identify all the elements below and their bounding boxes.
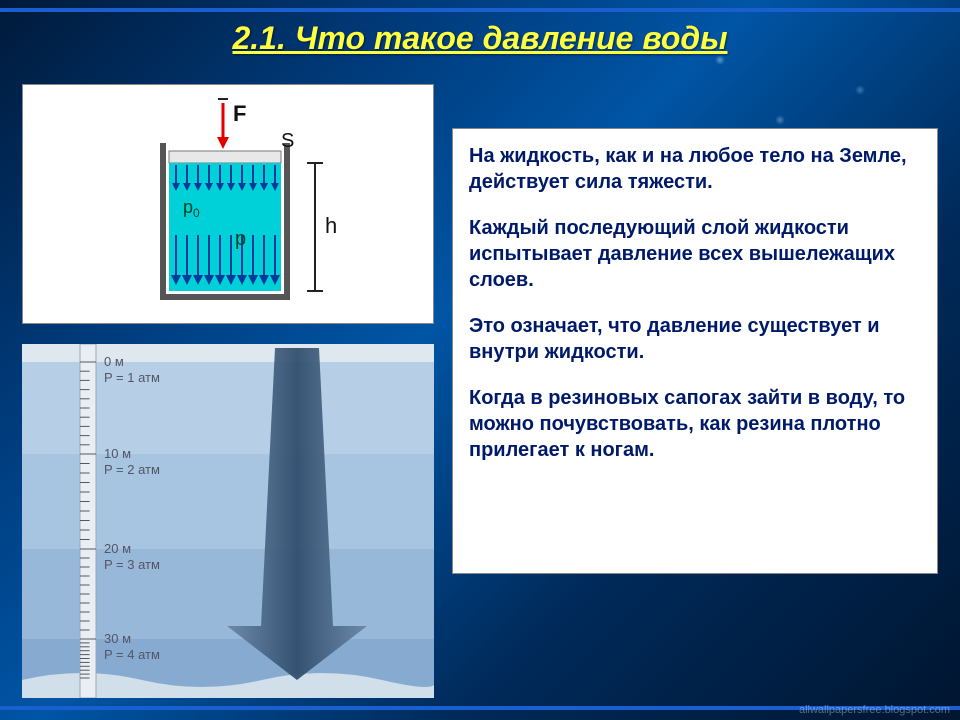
depth-chart-panel: 0 мP = 1 атм 10 мP = 2 атм 20 мP = 3 атм 30… (22, 344, 434, 698)
p-label: p (235, 228, 246, 250)
svg-text:P = 2 атм: P = 2 атм (104, 462, 160, 477)
force-label: F (233, 101, 246, 126)
top-bar (0, 8, 960, 12)
paragraph-1: На жидкость, как и на любое тело на Земл… (469, 143, 921, 195)
svg-text:0 м: 0 м (104, 354, 124, 369)
paragraph-4: Когда в резиновых сапогах зайти в воду, … (469, 385, 921, 463)
svg-text:10 м: 10 м (104, 446, 131, 461)
watermark: allwallpapersfree.blogspot.com (799, 704, 950, 716)
height-label: h (325, 213, 337, 238)
svg-text:20 м: 20 м (104, 541, 131, 556)
svg-text:30 м: 30 м (104, 631, 131, 646)
piston-diagram: F S p0 (23, 85, 435, 325)
svg-text:P = 1 атм: P = 1 атм (104, 370, 160, 385)
text-panel: На жидкость, как и на любое тело на Земл… (452, 128, 938, 574)
depth-chart: 0 мP = 1 атм 10 мP = 2 атм 20 мP = 3 атм 30… (22, 344, 434, 698)
svg-text:P = 4 атм: P = 4 атм (104, 647, 160, 662)
paragraph-2: Каждый последующий слой жидкости испытыв… (469, 215, 921, 293)
area-label: S (281, 130, 294, 152)
svg-text:P = 3 атм: P = 3 атм (104, 557, 160, 572)
paragraph-3: Это означает, что давление существует и … (469, 313, 921, 365)
piston-diagram-panel: F S p0 (22, 84, 434, 324)
page-title: 2.1. Что такое давление воды (0, 20, 960, 57)
